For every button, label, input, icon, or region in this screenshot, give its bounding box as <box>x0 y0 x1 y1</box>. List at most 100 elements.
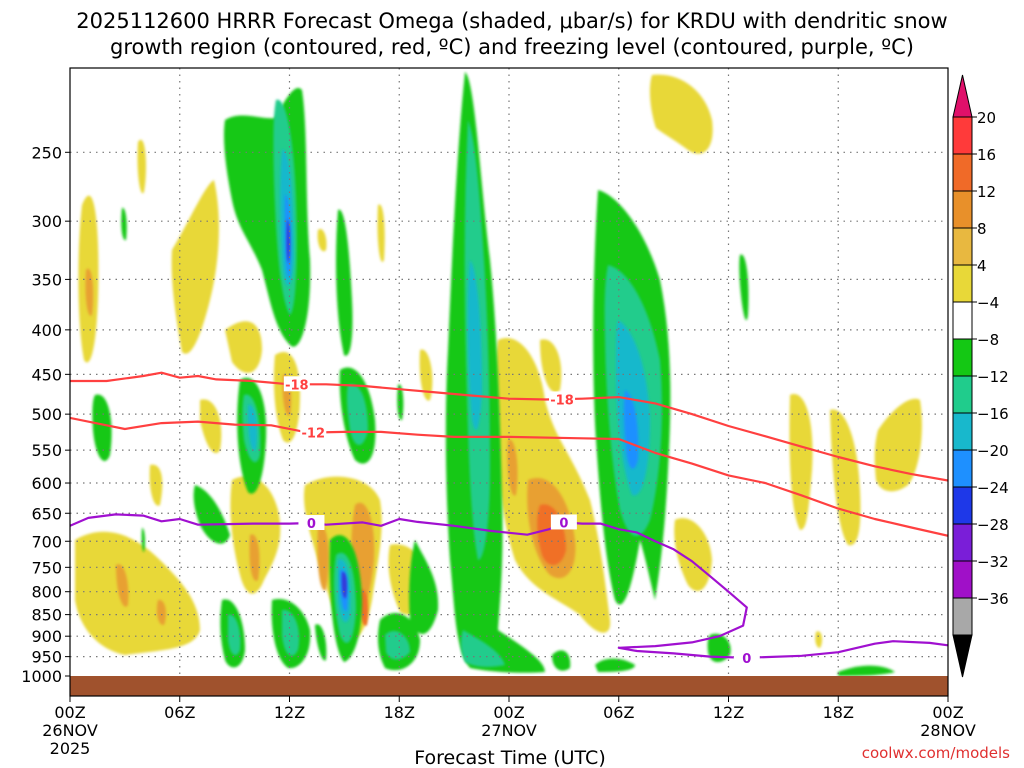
x-tick-date: 26NOV <box>42 721 98 740</box>
contour-lines <box>70 371 948 659</box>
freezing-level-label: 0 <box>742 652 751 667</box>
y-tick-label: 800 <box>31 583 62 602</box>
y-tick-label: 400 <box>31 321 62 340</box>
dgz-minus12-label: -12 <box>302 427 326 442</box>
colorbar-swatch <box>952 116 973 155</box>
omega-pos-region <box>317 229 327 252</box>
y-tick-label: 600 <box>31 474 62 493</box>
dgz-minus12-contour <box>70 416 948 537</box>
colorbar-label: 4 <box>977 257 987 275</box>
omega-pos-region <box>149 464 163 506</box>
y-tick-label: 900 <box>31 627 62 646</box>
colorbar-label: 20 <box>977 109 996 127</box>
omega-strong-neg-region <box>247 404 258 451</box>
ground-surface <box>70 676 948 696</box>
colorbar-swatch <box>952 412 973 451</box>
colorbar-swatch <box>952 597 973 636</box>
contour-labels: -18 -18 -12 0 0 0 <box>283 376 760 667</box>
x-tick-label: 12Z <box>274 703 305 722</box>
contour-label-background <box>549 391 576 407</box>
omega-strong-pos-region <box>249 534 260 581</box>
omega-neg-region <box>739 254 749 321</box>
colorbar-swatch <box>952 190 973 229</box>
colorbar-label: 8 <box>977 220 987 238</box>
x-tick-label: 18Z <box>823 703 854 722</box>
omega-stronger-neg-region <box>623 390 639 469</box>
colorbar-label: −20 <box>977 442 1009 460</box>
omega-pos-region <box>789 394 813 530</box>
x-tick-label: 00Z <box>932 703 963 722</box>
y-tick-label: 1000 <box>21 667 62 686</box>
contour-label-background <box>283 376 310 392</box>
omega-pos-region <box>230 476 281 594</box>
omega-neg-region <box>92 394 112 461</box>
colorbar-swatch <box>952 338 973 377</box>
omega-pos-region <box>171 180 219 354</box>
colorbar-swatch <box>952 375 973 414</box>
colorbar-label: −12 <box>977 368 1009 386</box>
colorbar-label: 12 <box>977 183 996 201</box>
chart-title-line1: 2025112600 HRRR Forecast Omega (shaded, … <box>76 9 947 33</box>
y-tick-label: 650 <box>31 504 62 523</box>
colorbar-swatch <box>952 153 973 192</box>
freezing-level-contour <box>70 513 948 659</box>
x-tick-label: 00Z <box>493 703 524 722</box>
x-tick-date: 27NOV <box>481 721 537 740</box>
y-tick-label: 550 <box>31 441 62 460</box>
colorbar: 20 16 12 8 4 −4 −8 −12 −16 −20 −24 −28 −32 −36 <box>952 74 1009 678</box>
colorbar-label: −28 <box>977 516 1009 534</box>
omega-pos-region <box>137 139 146 194</box>
colorbar-swatch <box>952 301 973 340</box>
omega-pos-region <box>377 204 385 262</box>
y-tick-label: 850 <box>31 606 62 625</box>
omega-pos-region <box>225 321 262 373</box>
omega-neg-region <box>552 650 571 671</box>
omega-pos-region <box>540 339 562 393</box>
x-tick-label: 12Z <box>713 703 744 722</box>
colorbar-swatch <box>952 449 973 488</box>
freezing-level-label: 0 <box>307 517 316 532</box>
omega-neg-region <box>193 485 230 544</box>
contour-label-background <box>733 649 760 665</box>
chart-title-line2: growth region (contoured, red, ºC) and f… <box>110 35 914 59</box>
credit-text: coolwx.com/models <box>862 744 1010 762</box>
colorbar-label: −8 <box>977 331 999 349</box>
omega-neg-region <box>707 633 731 663</box>
omega-neg-region <box>838 665 895 676</box>
omega-pos-region <box>75 531 200 655</box>
omega-neg-region <box>336 209 353 356</box>
omega-pos-region <box>674 518 712 592</box>
freezing-level-label: 0 <box>559 516 568 531</box>
omega-mod-neg-region <box>460 630 505 667</box>
contour-label-background <box>550 514 577 530</box>
omega-pos-region <box>649 74 713 154</box>
dgz-minus18-contour <box>70 371 948 482</box>
omega-strong-neg-region <box>467 260 482 430</box>
x-axis-title: Forecast Time (UTC) <box>414 747 605 768</box>
omega-mod-neg-region <box>385 631 410 660</box>
colorbar-swatch <box>952 560 973 599</box>
contour-label-background <box>298 515 325 531</box>
colorbar-swatch <box>952 264 973 303</box>
omega-mod-neg-region <box>282 609 300 656</box>
y-tick-label: 350 <box>31 270 62 289</box>
y-tick-label: 950 <box>31 648 62 667</box>
colorbar-top-triangle <box>952 74 973 118</box>
colorbar-swatch <box>952 523 973 562</box>
omega-neg-region <box>121 207 127 241</box>
colorbar-swatch <box>952 486 973 525</box>
colorbar-label: −16 <box>977 405 1009 423</box>
colorbar-bottom-triangle <box>952 634 973 678</box>
y-tick-label: 300 <box>31 212 62 231</box>
dgz-minus18-label: -18 <box>550 394 574 409</box>
omega-strong-pos-region <box>507 439 518 496</box>
y-tick-label: 250 <box>31 143 62 162</box>
omega-strong-pos-region <box>116 564 129 607</box>
colorbar-label: −4 <box>977 294 999 312</box>
dgz-minus18-label: -18 <box>285 378 309 393</box>
colorbar-label: −32 <box>977 553 1009 571</box>
omega-neg-region <box>315 624 327 661</box>
omega-strong-pos-region <box>156 599 166 626</box>
